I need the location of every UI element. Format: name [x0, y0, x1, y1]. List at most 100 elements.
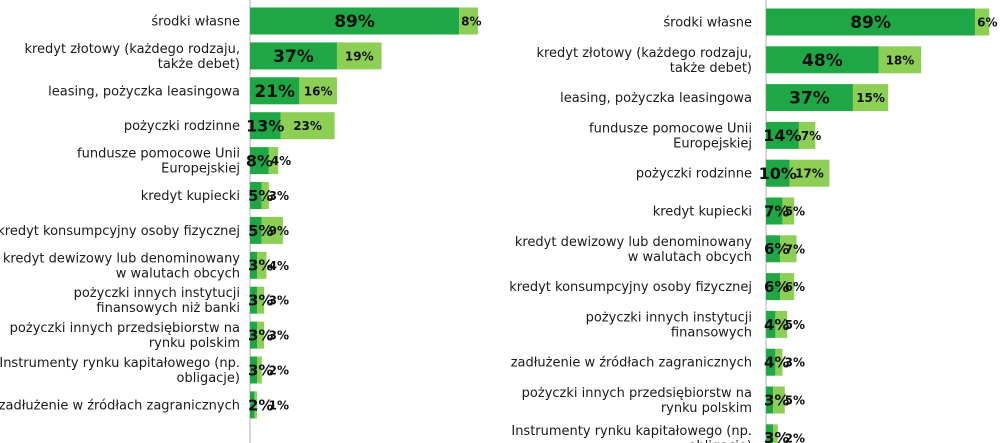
left-value-label-primary: 3%: [248, 327, 273, 345]
right-bar-secondary: [975, 8, 990, 36]
left-bar-secondary: [280, 112, 335, 140]
right-bar-secondary: [852, 84, 889, 112]
left-category-label: kredyt konsumpcyjny osoby fizycznej: [0, 224, 240, 239]
left-bar-primary: [250, 356, 258, 384]
left-value-label-secondary: 4%: [271, 154, 291, 168]
right-bar-primary: [766, 386, 774, 414]
right-value-label-secondary: 15%: [856, 91, 885, 105]
right-value-label-secondary: 5%: [785, 394, 805, 408]
right-value-label-primary: 3%: [764, 429, 789, 443]
right-bar-primary: [766, 424, 774, 443]
left-bar-secondary: [257, 321, 265, 349]
left-value-label-secondary: 16%: [304, 84, 333, 98]
left-bar-secondary: [299, 77, 337, 105]
left-value-label-secondary: 3%: [269, 189, 289, 203]
left-value-label-secondary: 1%: [269, 398, 289, 412]
left-category-label: kredyt złotowy (każdego rodzaju, także de…: [24, 42, 240, 72]
right-bar-secondary: [780, 235, 797, 263]
left-value-label-primary: 5%: [248, 187, 273, 205]
right-category-label: zadłużenie w źródłach zagranicznych: [511, 356, 752, 371]
right-category-label: środki własne: [663, 16, 752, 31]
right-value-label-primary: 4%: [764, 316, 789, 334]
right-value-label-primary: 10%: [759, 164, 797, 183]
right-bar-secondary: [789, 159, 830, 187]
right-value-label-secondary: 7%: [801, 129, 821, 143]
left-bar-secondary: [257, 251, 267, 279]
left-value-label-primary: 3%: [248, 292, 273, 310]
left-value-label-primary: 13%: [246, 116, 284, 135]
right-bar-primary: [766, 84, 853, 112]
right-bar-secondary: [878, 46, 922, 74]
left-value-label-secondary: 19%: [345, 49, 374, 63]
right-value-label-primary: 6%: [764, 240, 789, 258]
bar-chart-right: środki własne 89% 6% kredyt złotowy (każdeg…: [509, 0, 998, 443]
right-value-label-primary: 6%: [764, 278, 789, 296]
left-category-label: pożyczki rodzinne: [124, 119, 240, 134]
right-value-label-primary: 37%: [789, 89, 830, 109]
right-bar-primary: [766, 348, 776, 376]
right-bar-primary: [766, 273, 781, 301]
right-bar-primary: [766, 310, 776, 338]
left-value-label-secondary: 4%: [269, 259, 289, 273]
left-value-label-primary: 37%: [273, 47, 314, 67]
left-category-label: fundusze pomocowe Unii Europejskiej: [77, 147, 240, 177]
right-bar-secondary: [798, 121, 816, 149]
left-bar-secondary: [257, 356, 262, 384]
right-bar-primary: [766, 121, 799, 149]
left-value-label-primary: 89%: [334, 12, 375, 32]
right-category-label: kredyt dewizowy lub denominowany w waluta…: [515, 235, 752, 265]
right-bar-secondary: [780, 273, 795, 301]
right-value-label-secondary: 6%: [977, 16, 997, 30]
left-value-label-primary: 2%: [248, 396, 273, 414]
right-value-label-primary: 4%: [764, 354, 789, 372]
left-category-label: środki własne: [151, 15, 240, 30]
left-bar-secondary: [257, 286, 265, 314]
right-value-label-secondary: 18%: [886, 53, 915, 67]
chart-panel-right: środki własne 89% 6% kredyt złotowy (każdeg…: [504, 0, 1008, 443]
left-category-label: kredyt dewizowy lub denominowany w waluta…: [3, 251, 240, 281]
left-bar-primary: [250, 251, 258, 279]
right-bar-primary: [766, 235, 781, 263]
left-value-label-secondary: 3%: [269, 294, 289, 308]
right-bar-primary: [766, 159, 790, 187]
right-value-label-primary: 89%: [850, 13, 891, 33]
left-bar-secondary: [261, 182, 269, 209]
left-value-label-primary: 8%: [246, 151, 273, 170]
right-value-label-primary: 48%: [802, 51, 843, 71]
right-bar-secondary: [782, 197, 795, 225]
left-bar-primary: [250, 77, 300, 105]
chart-panel-left: środki własne 89% 8% kredyt złotowy (każdeg…: [0, 0, 482, 443]
left-category-label: zadłużenie w źródłach zagranicznych: [0, 398, 240, 413]
right-bar-secondary: [773, 386, 785, 414]
right-category-label: leasing, pożyczka leasingowa: [560, 91, 752, 106]
right-bar-secondary: [775, 310, 788, 338]
right-value-label-primary: 7%: [764, 202, 789, 220]
left-value-label-primary: 21%: [254, 82, 295, 102]
left-category-label: leasing, pożyczka leasingowa: [48, 84, 240, 99]
right-bar-primary: [766, 8, 976, 36]
right-value-label-secondary: 5%: [785, 318, 805, 332]
left-bar-secondary: [336, 42, 382, 70]
right-bar-secondary: [775, 348, 783, 376]
right-bar-primary: [766, 197, 783, 225]
left-bar-primary: [250, 7, 460, 35]
left-bar-primary: [250, 182, 262, 209]
right-category-label: pożyczki innych przedsiębiorstw na rynku …: [522, 386, 752, 416]
right-category-label: fundusze pomocowe Unii Europejskiej: [589, 121, 752, 151]
left-bar-primary: [250, 112, 281, 140]
right-value-label-secondary: 17%: [795, 167, 824, 181]
right-category-label: kredyt złotowy (każdego rodzaju, także de…: [536, 46, 752, 76]
right-category-label: pożyczki innych instytucji finansowych: [586, 310, 752, 340]
left-bar-primary: [250, 391, 255, 419]
left-bar-primary: [250, 321, 258, 349]
bar-chart-left: środki własne 89% 8% kredyt złotowy (każdeg…: [0, 0, 482, 443]
right-bar-secondary: [773, 424, 778, 443]
left-category-label: kredyt kupiecki: [141, 189, 240, 204]
left-value-label-secondary: 3%: [269, 329, 289, 343]
right-value-label-secondary: 6%: [785, 280, 805, 294]
left-bar-primary: [250, 286, 258, 314]
left-value-label-secondary: 23%: [293, 119, 322, 133]
right-category-label: Instrumenty rynku kapitałowego (np.oblig…: [511, 424, 752, 443]
right-value-label-secondary: 3%: [785, 356, 805, 370]
left-bar-primary: [250, 42, 337, 70]
